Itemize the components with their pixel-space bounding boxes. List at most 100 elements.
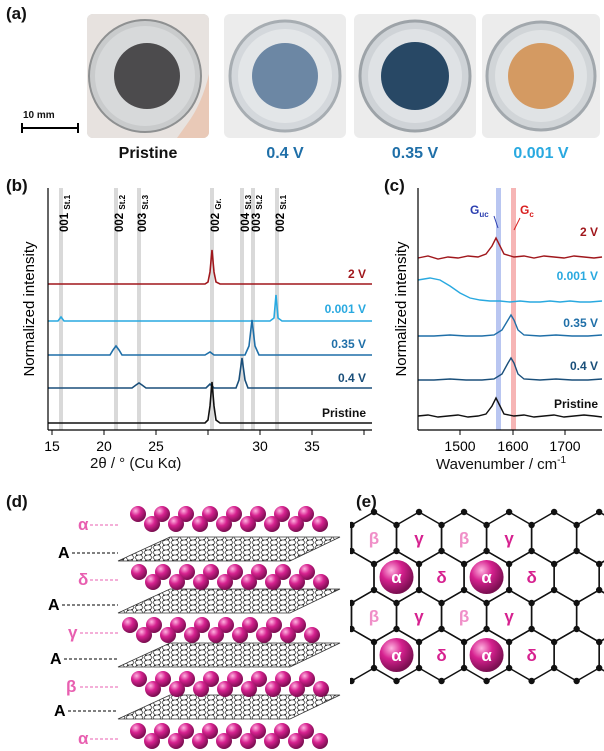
site-label: α	[481, 646, 492, 665]
carbon-atom	[595, 638, 603, 646]
site-label: δ	[436, 646, 446, 665]
gc-band	[511, 188, 516, 430]
intercalant-ion	[217, 681, 233, 697]
intercalant-ion	[217, 574, 233, 590]
intercalant-ion	[193, 574, 209, 590]
photo-0-4V	[224, 14, 346, 138]
intercalant-ion	[216, 733, 232, 749]
raman-trace-pristine	[417, 396, 603, 418]
honeycomb-hexagon	[575, 511, 604, 565]
carbon-atom	[595, 664, 603, 672]
carbon-atom	[460, 508, 468, 516]
carbon-atom	[550, 638, 558, 646]
intercalant-ion	[289, 681, 305, 697]
carbon-atom	[528, 677, 535, 685]
site-label: γ	[504, 529, 514, 548]
carbon-atom	[370, 586, 378, 594]
marker-label-002-st1: 002 St.1	[275, 194, 288, 232]
panel-b-label-0-001V: 0.001 V	[325, 302, 366, 316]
panel-c-label-0-35V: 0.35 V	[563, 316, 598, 330]
carbon-atom	[483, 677, 490, 685]
intercalant-ion	[179, 671, 195, 687]
panel-d-stacking-diagram: α A δ A γ A β A α	[48, 506, 341, 749]
carbon-atom	[460, 664, 468, 672]
panel-c-ylabel: Normalized intensity	[393, 241, 410, 377]
site-label: β	[459, 607, 469, 626]
site-label: β	[459, 529, 469, 548]
intercalant-ion	[226, 723, 242, 739]
carbon-atom	[573, 521, 580, 529]
photo-pristine	[87, 14, 209, 138]
intercalant-ion	[264, 733, 280, 749]
carbon-atom	[350, 677, 355, 685]
graphene-sheet	[117, 536, 341, 562]
carbon-atom	[415, 586, 423, 594]
carbon-atom	[460, 638, 468, 646]
panel-d-label: (d)	[6, 492, 28, 511]
panel-b-xtick-15: 15	[44, 438, 60, 454]
intercalant-ion	[192, 733, 208, 749]
raman-trace-0-35V	[418, 313, 603, 337]
carbon-atom	[460, 586, 468, 594]
intercalant-ion	[154, 506, 170, 522]
intercalant-ion	[266, 617, 282, 633]
intercalant-ion	[288, 733, 304, 749]
layer-label-alpha-top: α	[78, 515, 89, 534]
intercalant-ion	[146, 617, 162, 633]
honeycomb-hexagon	[350, 550, 375, 604]
carbon-atom	[393, 521, 400, 529]
panel-c-xticks	[459, 430, 566, 435]
carbon-atom	[505, 560, 513, 568]
intercalant-ion	[203, 564, 219, 580]
marker-label-003-st3: 003 St.3	[137, 194, 150, 232]
panel-b-xtick-20: 20	[96, 438, 112, 454]
graphene-sheet	[117, 694, 341, 720]
carbon-atom	[573, 625, 580, 633]
intercalant-ion	[275, 671, 291, 687]
caption-pristine: Pristine	[118, 145, 178, 162]
honeycomb-hexagon	[553, 628, 600, 682]
site-label: γ	[414, 529, 424, 548]
honeycomb-hexagon	[530, 589, 578, 643]
carbon-atom	[438, 547, 445, 555]
gc-label: Gc	[520, 203, 534, 219]
site-label: β	[369, 529, 379, 548]
carbon-atom	[550, 586, 558, 594]
layer-label-A-2: A	[48, 597, 60, 614]
panel-e-label: (e)	[356, 492, 377, 511]
intercalant-ion	[130, 506, 146, 522]
site-label: δ	[436, 568, 446, 587]
carbon-atom	[595, 508, 603, 516]
intercalant-ion	[288, 516, 304, 532]
carbon-atom	[483, 521, 490, 529]
honeycomb-hexagon	[598, 638, 604, 672]
intercalant-ion	[136, 627, 152, 643]
intercalant-ion	[264, 516, 280, 532]
panel-b-xrd-plot: 15 20 25 30 35 2 V 0.001 V 0.35 V 0.4 V …	[21, 188, 372, 454]
carbon-atom	[370, 638, 378, 646]
carbon-atom	[393, 599, 400, 607]
intercalant-ion	[216, 516, 232, 532]
scale-bar-label: 10 mm	[23, 110, 55, 121]
intercalant-ion	[251, 564, 267, 580]
intercalant-ion	[242, 617, 258, 633]
intercalant-ion	[193, 681, 209, 697]
intercalant-ion	[289, 574, 305, 590]
intercalant-ion	[160, 627, 176, 643]
intercalant-ion	[298, 723, 314, 739]
panel-c-xtick-1600: 1600	[497, 438, 528, 454]
intercalant-ion	[169, 574, 185, 590]
site-label: α	[391, 568, 402, 587]
marker-label-004-st3: 004 St.3	[240, 194, 253, 232]
panel-c-label-0-001V: 0.001 V	[557, 269, 598, 283]
photo-0-001V	[482, 14, 600, 138]
carbon-atom	[370, 560, 378, 568]
site-label: γ	[504, 607, 514, 626]
honeycomb-hexagon	[530, 511, 578, 565]
marker-band-003-st2	[251, 188, 255, 430]
intercalant-ion	[241, 574, 257, 590]
graphene-sheet	[117, 642, 341, 668]
marker-band-002-gr	[210, 188, 214, 430]
carbon-atom	[438, 677, 445, 685]
carbon-atom	[415, 560, 423, 568]
